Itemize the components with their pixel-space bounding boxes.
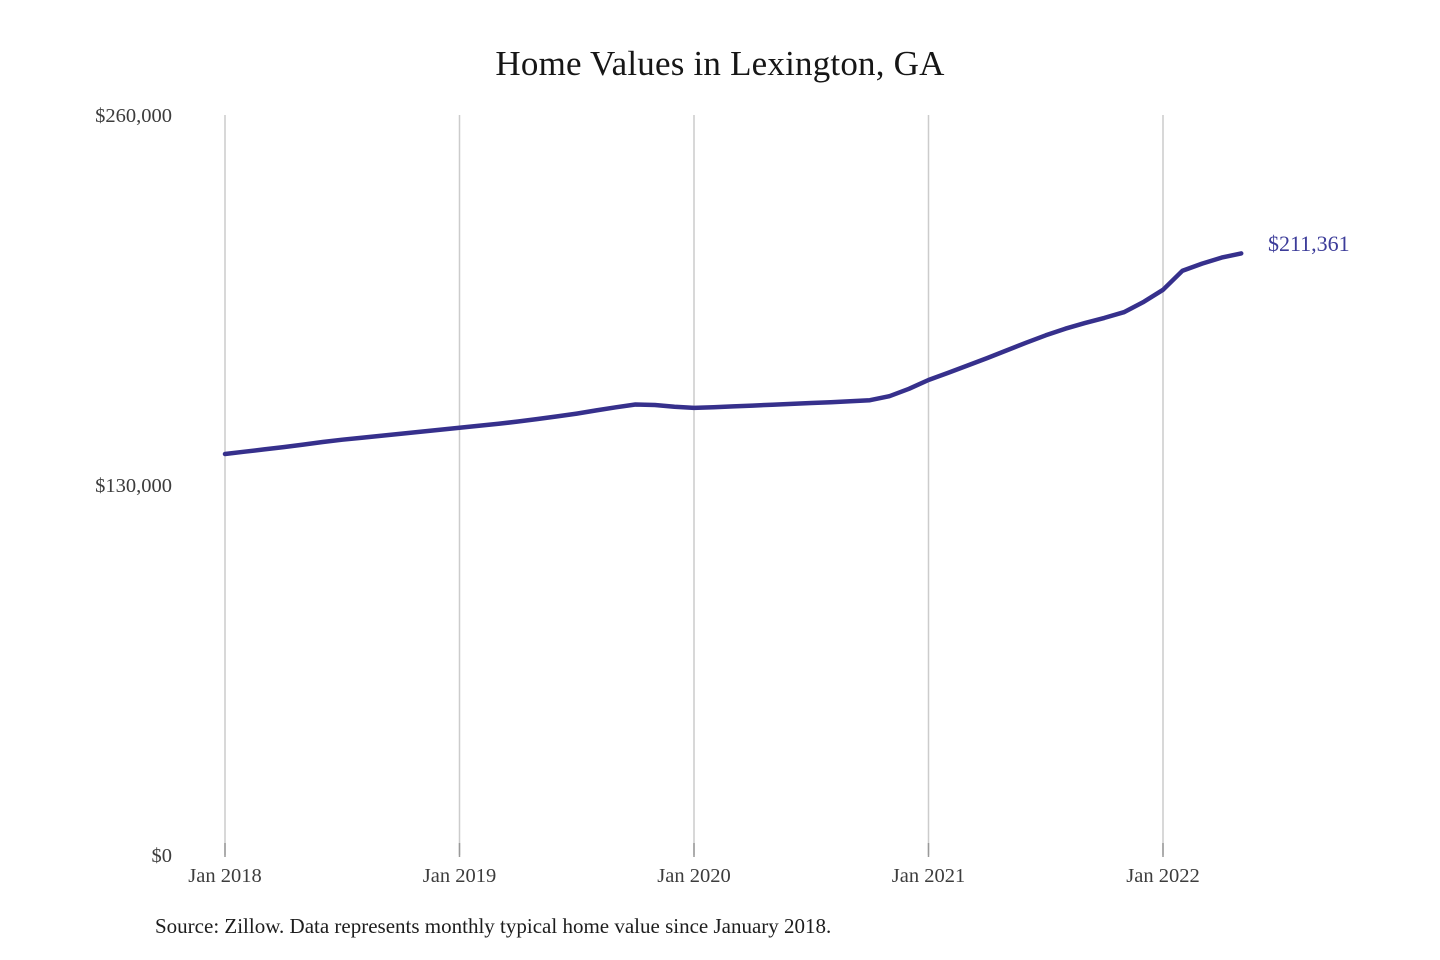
y-axis-label: $0 (152, 845, 173, 867)
x-axis-label: Jan 2020 (657, 865, 730, 887)
chart-title: Home Values in Lexington, GA (495, 44, 945, 83)
x-axis-label: Jan 2021 (892, 865, 965, 887)
y-axis-label: $260,000 (95, 105, 172, 127)
x-axis-label: Jan 2022 (1126, 865, 1199, 887)
x-axis-label: Jan 2019 (423, 865, 496, 887)
source-note: Source: Zillow. Data represents monthly … (155, 914, 832, 938)
end-value-label: $211,361 (1268, 231, 1350, 256)
home-value-line (222, 251, 1244, 457)
y-axis-label: $130,000 (95, 475, 172, 497)
x-axis-label: Jan 2018 (188, 865, 261, 887)
